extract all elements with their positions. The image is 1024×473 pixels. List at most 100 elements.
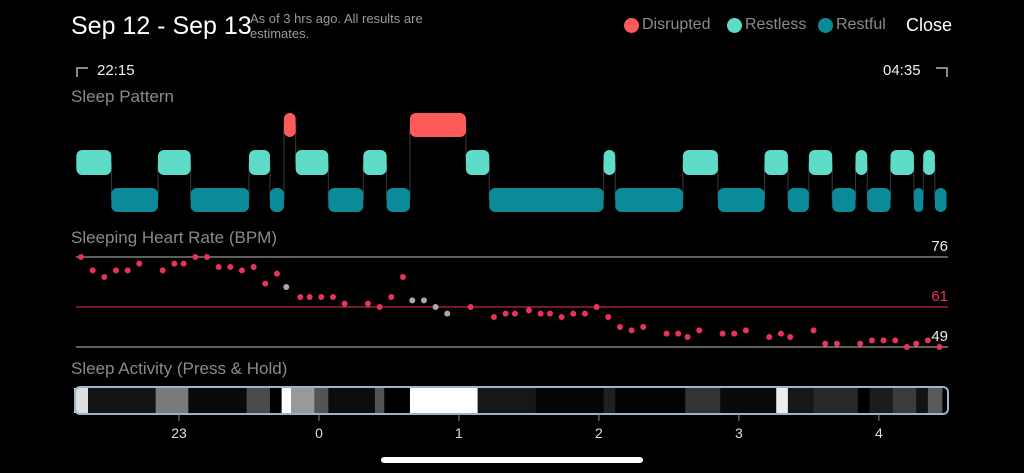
restless-dot-icon <box>727 17 742 33</box>
sleep-segment-restful[interactable] <box>832 188 856 212</box>
home-indicator[interactable] <box>381 457 643 463</box>
sleep-segment-restful[interactable] <box>913 188 924 212</box>
legend-restless: Restless <box>727 16 806 34</box>
activity-strip[interactable] <box>535 388 605 413</box>
activity-strip[interactable] <box>615 388 686 413</box>
hr-point <box>490 313 497 320</box>
hr-point <box>675 330 682 337</box>
activity-strip[interactable] <box>603 388 616 413</box>
sleep-segment-restless[interactable] <box>808 150 833 175</box>
sleep-segment-restful[interactable] <box>111 188 158 212</box>
activity-strip[interactable] <box>384 388 411 413</box>
sleep-segment-restless[interactable] <box>603 150 616 175</box>
hr-point <box>913 340 920 347</box>
activity-bar-frame[interactable] <box>74 386 949 415</box>
hr-point <box>364 300 371 307</box>
sleep-segment-restless[interactable] <box>764 150 788 175</box>
sleep-segment-restless[interactable] <box>248 150 270 175</box>
sleep-segment-restful[interactable] <box>269 188 284 212</box>
sleep-segment-disrupted[interactable] <box>283 113 296 137</box>
activity-strip[interactable] <box>281 388 292 413</box>
activity-strip[interactable] <box>87 388 157 413</box>
activity-strip[interactable] <box>314 388 329 413</box>
hr-point <box>227 263 234 270</box>
sleep-segment-disrupted[interactable] <box>409 113 466 137</box>
activity-strip[interactable] <box>155 388 189 413</box>
legend-label: Restful <box>836 16 886 33</box>
hr-point <box>273 270 280 277</box>
sleep-segment-restless[interactable] <box>465 150 490 175</box>
sleep-segment-restful[interactable] <box>934 188 947 212</box>
activity-strip[interactable] <box>869 388 894 413</box>
time-tick-label: 4 <box>875 425 883 441</box>
activity-strip[interactable] <box>328 388 376 413</box>
sleep-segment-restless[interactable] <box>855 150 868 175</box>
hr-point <box>696 327 703 334</box>
sleep-segment-restful[interactable] <box>867 188 891 212</box>
hr-point <box>432 303 439 310</box>
sleep-segment-restless[interactable] <box>295 150 329 175</box>
activity-strip[interactable] <box>787 388 815 413</box>
activity-strip[interactable] <box>857 388 871 413</box>
hr-point <box>537 310 544 317</box>
activity-strip[interactable] <box>409 388 479 413</box>
hr-point <box>388 293 395 300</box>
sleep-segment-restless[interactable] <box>363 150 387 175</box>
activity-strip[interactable] <box>188 388 248 413</box>
sleep-segment-restful[interactable] <box>489 188 604 212</box>
sleep-segment-restless[interactable] <box>76 150 112 175</box>
activity-strip[interactable] <box>720 388 777 413</box>
hr-point <box>180 260 187 267</box>
activity-strip[interactable] <box>927 388 943 413</box>
activity-strip[interactable] <box>290 388 315 413</box>
date-range-title: Sep 12 - Sep 13 <box>71 12 252 40</box>
hr-reference-label: 76 <box>931 238 948 255</box>
sleep-segment-restful[interactable] <box>717 188 765 212</box>
sleep-segment-restful[interactable] <box>615 188 683 212</box>
hr-point <box>511 310 518 317</box>
activity-strip[interactable] <box>477 388 537 413</box>
hr-point <box>684 333 691 340</box>
activity-strip[interactable] <box>269 388 283 413</box>
activity-strip[interactable] <box>892 388 917 413</box>
activity-strip[interactable] <box>916 388 929 413</box>
time-tick-label: 23 <box>171 425 187 441</box>
sleep-segment-restless[interactable] <box>157 150 191 175</box>
hr-point <box>203 254 210 260</box>
hr-point <box>593 303 600 310</box>
start-bracket-icon <box>76 67 88 77</box>
hr-reference-label: 49 <box>931 328 948 345</box>
hr-point <box>159 267 166 274</box>
close-button[interactable]: Close <box>906 15 953 35</box>
activity-strip[interactable] <box>74 388 89 413</box>
hr-point <box>306 293 313 300</box>
hr-point <box>903 343 910 350</box>
activity-strip[interactable] <box>374 388 385 413</box>
sleep-segment-restless[interactable] <box>890 150 914 175</box>
hr-point <box>924 337 931 344</box>
hr-point <box>136 260 143 267</box>
estimate-note: As of 3 hrs ago. All results are estimat… <box>250 11 423 41</box>
legend-label: Restless <box>745 16 807 33</box>
hr-point <box>467 303 474 310</box>
sleep-segment-restful[interactable] <box>328 188 364 212</box>
activity-strip[interactable] <box>246 388 271 413</box>
hr-point <box>833 340 840 347</box>
sleep-segment-restful[interactable] <box>386 188 410 212</box>
activity-strip[interactable] <box>776 388 789 413</box>
hr-point <box>605 313 612 320</box>
hr-point <box>868 337 875 344</box>
hr-point <box>409 297 416 304</box>
activity-strip[interactable] <box>813 388 859 413</box>
sleep-segment-restful[interactable] <box>787 188 809 212</box>
activity-strip[interactable] <box>685 388 721 413</box>
sleep-segment-restful[interactable] <box>190 188 249 212</box>
sleep-segment-restless[interactable] <box>923 150 935 175</box>
hr-point <box>215 263 222 270</box>
hr-point <box>546 310 553 317</box>
start-time: 22:15 <box>97 62 135 79</box>
hr-point <box>283 283 290 290</box>
legend-label: Disrupted <box>642 16 711 33</box>
sleep-segment-restless[interactable] <box>682 150 718 175</box>
